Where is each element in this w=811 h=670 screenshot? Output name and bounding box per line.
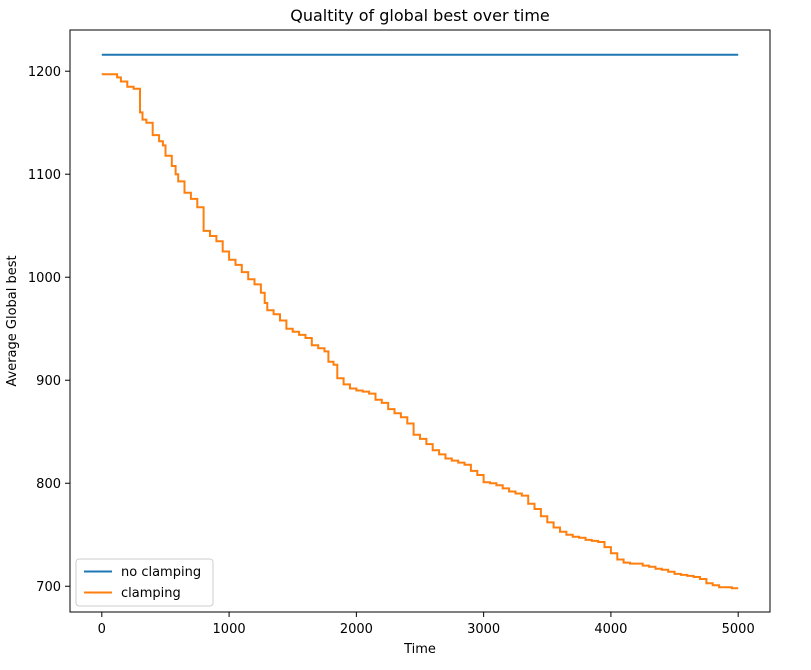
y-tick-label: 800 [36, 477, 61, 492]
x-tick-label: 1000 [213, 622, 246, 637]
y-tick-label: 1100 [28, 168, 61, 183]
x-axis-ticks: 0 1000 2000 3000 4000 5000 [98, 612, 755, 637]
series-line-clamping [101, 73, 739, 590]
legend-label-no-clamping: no clamping [121, 565, 201, 580]
x-tick-label: 0 [98, 622, 106, 637]
y-tick-label: 900 [36, 374, 61, 389]
legend: no clamping clamping [75, 558, 214, 607]
x-tick-label: 3000 [467, 622, 500, 637]
x-tick-label: 4000 [594, 622, 627, 637]
legend-label-clamping: clamping [121, 586, 181, 601]
x-tick-label: 2000 [340, 622, 373, 637]
y-tick-label: 700 [36, 580, 61, 595]
plot-area-frame [69, 29, 771, 613]
y-tick-label: 1200 [28, 65, 61, 80]
x-axis-label: Time [403, 642, 436, 657]
x-tick-label: 5000 [722, 622, 755, 637]
y-tick-label: 1000 [28, 271, 61, 286]
chart-title: Qualtity of global best over time [290, 6, 550, 25]
series-layer [101, 53, 739, 590]
y-axis-label: Average Global best [5, 255, 20, 386]
y-axis-ticks: 700 800 900 1000 1100 1200 [28, 65, 70, 595]
